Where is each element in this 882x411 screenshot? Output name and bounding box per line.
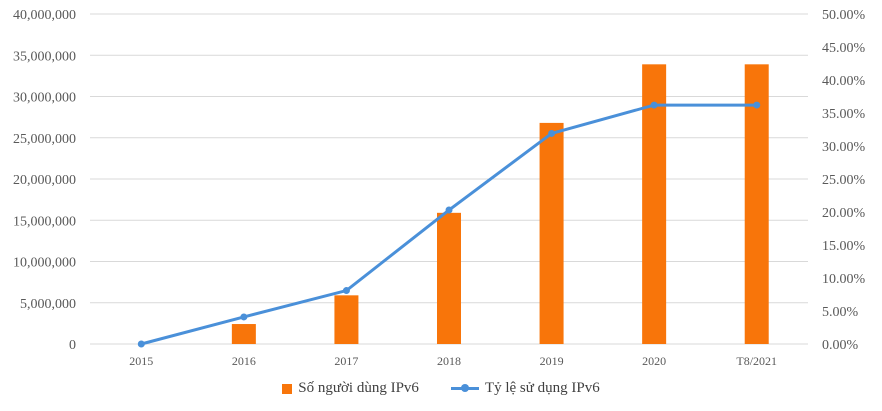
line-point xyxy=(548,129,556,137)
legend-bar-swatch xyxy=(282,383,293,394)
right-axis-tick-label: 35.00% xyxy=(822,107,866,122)
x-axis-tick-label: 2018 xyxy=(437,354,461,368)
right-axis-tick-label: 50.00% xyxy=(822,8,866,23)
left-axis-tick-label: 40,000,000 xyxy=(13,8,76,23)
left-axis-tick-label: 30,000,000 xyxy=(13,91,76,106)
line-point xyxy=(753,101,761,109)
bar xyxy=(539,122,564,345)
legend-item-bar: Số người dùng IPv6 xyxy=(282,380,419,397)
left-axis-tick-label: 25,000,000 xyxy=(13,132,76,147)
legend-label: Tỷ lệ sử dụng IPv6 xyxy=(484,380,600,396)
bar xyxy=(642,64,667,344)
line-point xyxy=(650,101,658,109)
right-axis-tick-label: 30.00% xyxy=(822,140,866,155)
left-axis-tick-label: 0 xyxy=(69,338,76,353)
left-axis-tick-label: 10,000,000 xyxy=(13,256,76,271)
legend: Số người dùng IPv6 Tỷ lệ sử dụng IPv6 xyxy=(0,380,882,397)
x-axis-tick-label: 2017 xyxy=(334,354,358,368)
right-axis-tick-label: 10.00% xyxy=(822,272,866,287)
right-axis-tick-label: 5.00% xyxy=(822,305,859,320)
x-axis-tick-label: 2015 xyxy=(129,354,153,368)
left-axis-tick-label: 15,000,000 xyxy=(13,214,76,229)
bar xyxy=(334,295,359,344)
right-axis-tick-label: 25.00% xyxy=(822,173,866,188)
bar xyxy=(231,324,256,344)
line-point xyxy=(240,313,248,321)
x-axis-tick-label: 2019 xyxy=(540,354,564,368)
chart-plot: 0 5,000,000 10,000,000 15,000,000 20,000,000… xyxy=(13,8,866,368)
legend-line-swatch xyxy=(450,384,479,392)
right-axis-tick-label: 15.00% xyxy=(822,239,866,254)
bar xyxy=(744,64,769,344)
line-point xyxy=(445,206,453,214)
right-axis-tick-label: 40.00% xyxy=(822,74,866,89)
right-axis-tick-label: 45.00% xyxy=(822,41,866,56)
left-axis-tick-label: 5,000,000 xyxy=(20,297,76,312)
right-axis-tick-label: 0.00% xyxy=(822,338,859,353)
line-point xyxy=(342,287,350,295)
x-axis-tick-label: 2020 xyxy=(642,354,666,368)
left-axis-tick-label: 35,000,000 xyxy=(13,49,76,64)
legend-label: Số người dùng IPv6 xyxy=(298,380,419,396)
x-axis-tick-label: T8/2021 xyxy=(736,354,777,368)
legend-item-line: Tỷ lệ sử dụng IPv6 xyxy=(450,380,600,397)
line-point xyxy=(137,340,145,348)
right-axis-tick-label: 20.00% xyxy=(822,206,866,221)
x-axis-tick-label: 2016 xyxy=(232,354,256,368)
bar xyxy=(437,212,461,344)
left-axis-tick-label: 20,000,000 xyxy=(13,173,76,188)
